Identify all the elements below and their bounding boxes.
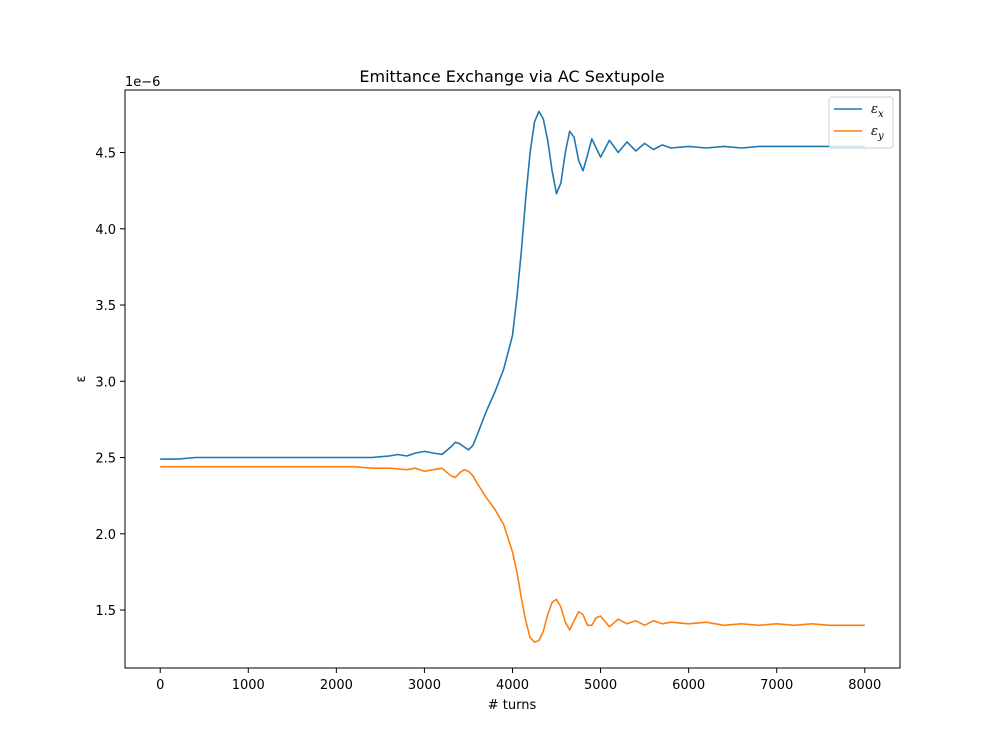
series-layer — [160, 110, 865, 643]
y-axis-label: ε — [74, 375, 89, 382]
y-tick-label: 4.0 — [95, 223, 116, 238]
x-tick-label: 8000 — [848, 678, 881, 693]
y-tick-label: 1.5 — [95, 604, 116, 619]
x-tick-label: 7000 — [760, 678, 793, 693]
series-line-x — [160, 110, 865, 460]
y-tick-label: 3.5 — [95, 299, 116, 314]
x-tick-label: 2000 — [320, 678, 353, 693]
y-tick-label: 2.0 — [95, 528, 116, 543]
y-tick-label: 4.5 — [95, 147, 116, 162]
x-tick-label: 1000 — [232, 678, 265, 693]
y-tick-label: 2.5 — [95, 452, 116, 467]
x-axis-label: # turns — [488, 698, 537, 713]
chart-title: Emittance Exchange via AC Sextupole — [359, 67, 664, 86]
x-tick-label: 0 — [156, 678, 164, 693]
y-axis-ticks: 1.5 2.0 2.5 3.0 3.5 4.0 4.5 — [95, 147, 125, 619]
x-tick-label: 5000 — [584, 678, 617, 693]
x-tick-label: 6000 — [672, 678, 705, 693]
y-offset-text: 1e−6 — [125, 75, 160, 90]
x-tick-label: 3000 — [408, 678, 441, 693]
y-tick-label: 3.0 — [95, 375, 116, 390]
series-line-y — [160, 465, 865, 643]
x-tick-label: 4000 — [496, 678, 529, 693]
x-axis-ticks: 0 1000 2000 3000 4000 5000 6000 7000 8000 — [156, 668, 881, 693]
